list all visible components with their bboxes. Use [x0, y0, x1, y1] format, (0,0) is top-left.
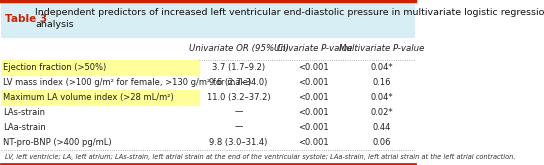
- Text: 0.16: 0.16: [372, 78, 391, 87]
- Text: LAa-strain: LAa-strain: [3, 123, 46, 132]
- Text: 0.44: 0.44: [372, 123, 391, 132]
- Bar: [1, 1, 415, 37]
- Text: Independent predictors of increased left ventricular end-diastolic pressure in m: Independent predictors of increased left…: [35, 8, 544, 29]
- Text: 3.7 (1.7–9.2): 3.7 (1.7–9.2): [212, 63, 265, 72]
- Text: Univariate P-value: Univariate P-value: [274, 44, 353, 53]
- Text: 9.6 (2.7–34.0): 9.6 (2.7–34.0): [209, 78, 268, 87]
- Text: <0.001: <0.001: [298, 63, 329, 72]
- Text: <0.001: <0.001: [298, 108, 329, 117]
- Text: 11.0 (3.2–37.2): 11.0 (3.2–37.2): [207, 93, 270, 102]
- Text: Table 3: Table 3: [5, 14, 47, 24]
- Text: 0.06: 0.06: [372, 138, 391, 147]
- Text: <0.001: <0.001: [298, 93, 329, 102]
- Text: Univariate OR (95% CI): Univariate OR (95% CI): [189, 44, 288, 53]
- Bar: [1, 60, 199, 75]
- Text: Ejection fraction (>50%): Ejection fraction (>50%): [3, 63, 106, 72]
- Bar: [1, 90, 199, 105]
- Text: —: —: [234, 108, 243, 117]
- Text: 0.04*: 0.04*: [370, 93, 393, 102]
- Text: —: —: [234, 123, 243, 132]
- Text: 0.04*: 0.04*: [370, 63, 393, 72]
- Text: <0.001: <0.001: [298, 78, 329, 87]
- Text: 9.8 (3.0–31.4): 9.8 (3.0–31.4): [209, 138, 268, 147]
- Text: LV mass index (>100 g/m² for female, >130 g/m² for male): LV mass index (>100 g/m² for female, >13…: [3, 78, 251, 87]
- Text: 0.02*: 0.02*: [370, 108, 393, 117]
- Text: LV, left ventricle; LA, left atrium; LAs-strain, left atrial strain at the end o: LV, left ventricle; LA, left atrium; LAs…: [5, 154, 515, 160]
- Text: Maximum LA volume index (>28 mL/m²): Maximum LA volume index (>28 mL/m²): [3, 93, 174, 102]
- Text: LAs-strain: LAs-strain: [3, 108, 45, 117]
- Text: NT-pro-BNP (>400 pg/mL): NT-pro-BNP (>400 pg/mL): [3, 138, 112, 147]
- Text: <0.001: <0.001: [298, 123, 329, 132]
- Text: Multivariate P-value: Multivariate P-value: [339, 44, 424, 53]
- Text: <0.001: <0.001: [298, 138, 329, 147]
